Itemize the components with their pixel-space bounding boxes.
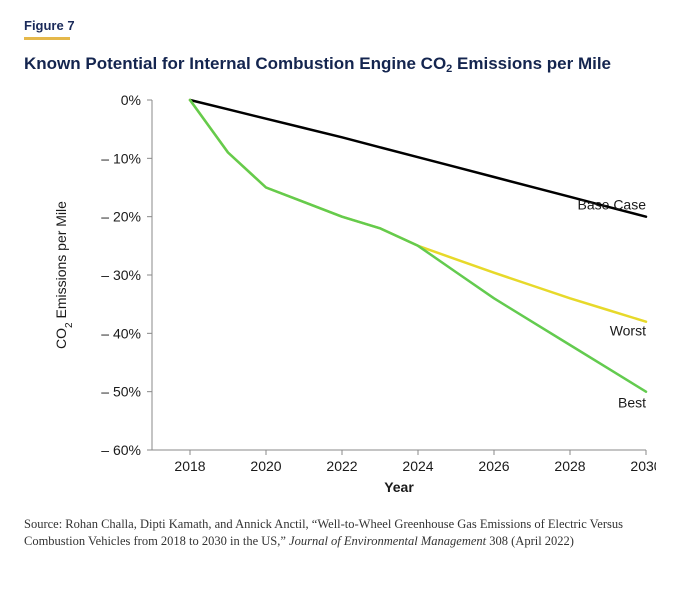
figure-underline (24, 37, 70, 40)
y-tick-label: 0% (121, 92, 141, 108)
source-suffix: 308 (April 2022) (486, 534, 574, 548)
y-tick-label: – 10% (101, 150, 141, 166)
chart-area: 2018 2020 2022 2024 2026 2028 2030 0% – 10% – 20%… (24, 80, 656, 510)
figure-label: Figure 7 (24, 18, 656, 33)
y-tick-label: – 50% (101, 384, 141, 400)
y-axis-title: CO2 Emissions per Mile (53, 201, 75, 349)
x-axis-title: Year (384, 479, 414, 495)
line-chart-svg: 2018 2020 2022 2024 2026 2028 2030 0% – 10% – 20%… (24, 80, 656, 510)
series-label-worst: Worst (610, 323, 646, 339)
x-tick-label: 2026 (478, 458, 509, 474)
source-note: Source: Rohan Challa, Dipti Kamath, and … (24, 516, 656, 550)
y-tick-label: – 40% (101, 325, 141, 341)
y-tick-label: – 30% (101, 267, 141, 283)
x-tick-label: 2018 (174, 458, 205, 474)
y-tick-label: – 60% (101, 442, 141, 458)
x-tick-label: 2022 (326, 458, 357, 474)
x-tick-label: 2024 (402, 458, 433, 474)
x-tick-label: 2028 (554, 458, 585, 474)
series-label-base-case: Base Case (578, 197, 647, 213)
source-journal: Journal of Environmental Management (289, 534, 486, 548)
x-tick-label: 2020 (250, 458, 281, 474)
series-line-best (190, 100, 646, 392)
title-part-2: Emissions per Mile (452, 54, 611, 73)
chart-title: Known Potential for Internal Combustion … (24, 54, 656, 74)
figure-container: Figure 7 Known Potential for Internal Co… (0, 0, 680, 608)
title-part-1: Known Potential for Internal Combustion … (24, 54, 446, 73)
y-tick-label: – 20% (101, 209, 141, 225)
series-label-best: Best (618, 395, 646, 411)
title-subscript: 2 (446, 63, 452, 75)
x-tick-label: 2030 (630, 458, 656, 474)
